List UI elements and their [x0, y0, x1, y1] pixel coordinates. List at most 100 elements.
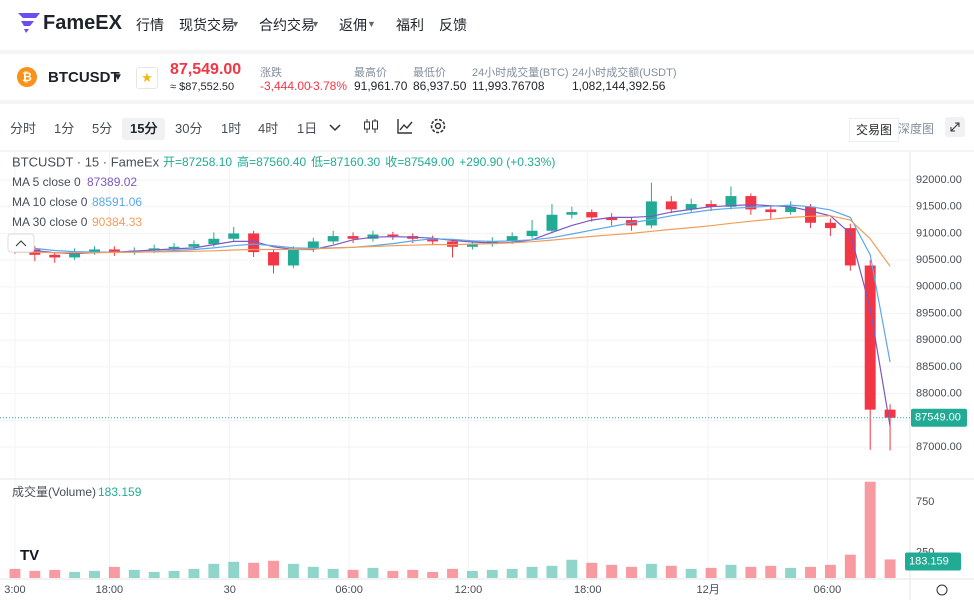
y-tick-label: 91000.00 [916, 227, 962, 239]
candle-body [566, 212, 578, 215]
symbol[interactable]: BTCUSDT [48, 69, 120, 86]
volume-bar [844, 554, 856, 578]
nav-item[interactable]: 反馈 [439, 17, 467, 33]
stat-value: 1,082,144,392.56 [572, 79, 666, 93]
volume-bar [665, 565, 677, 578]
volume-bar [486, 569, 498, 578]
view-tab[interactable]: 深度图 [898, 122, 935, 136]
candle-body [427, 238, 439, 242]
stat-label: 涨跌 [260, 67, 282, 79]
stat-value: 86,937.50 [413, 79, 467, 93]
candle-body [287, 249, 299, 266]
nav-item[interactable]: 福利 [396, 17, 424, 33]
ohlc-info: 开=87258.10 [163, 155, 232, 169]
caret: ▼ [231, 19, 240, 29]
volume-bar [785, 567, 797, 578]
stat-label: 24小时成交额(USDT) [572, 67, 677, 79]
x-tick-label: 06:00 [335, 584, 363, 596]
candle-body [725, 196, 737, 207]
settings-button[interactable] [936, 584, 948, 596]
favorite-button[interactable]: ★ [136, 67, 158, 89]
volume-bar [248, 562, 260, 578]
nav-item[interactable]: 现货交易 [179, 17, 235, 33]
volume-bar [626, 566, 637, 578]
collapse-button[interactable] [7, 233, 35, 253]
nav-item[interactable]: 合约交易 [259, 17, 315, 33]
volume-bar [864, 481, 876, 578]
volume-bar [765, 565, 777, 578]
more-intervals[interactable] [328, 120, 342, 134]
volume-bar [566, 559, 578, 578]
volume-bar [268, 560, 279, 578]
interval[interactable]: 1日 [297, 121, 318, 136]
legend-value: 87389.02 [87, 175, 137, 189]
volume-bar [447, 568, 458, 578]
candle-body [785, 206, 797, 213]
chart-title: BTCUSDT · 15 · FameEx [12, 154, 160, 169]
nav-item[interactable]: 行情 [136, 17, 164, 33]
candle-body [765, 209, 777, 213]
legend-name: MA 30 close 0 [12, 215, 88, 229]
candle-body [387, 234, 399, 237]
divider [0, 50, 974, 54]
logo[interactable]: FameEX [43, 12, 122, 34]
volume-bar [188, 568, 200, 578]
ohlc-info: 低=87160.30 [311, 155, 380, 169]
view-tab[interactable]: 交易图 [849, 118, 900, 142]
interval[interactable]: 30分 [175, 121, 203, 136]
candle-body [586, 212, 598, 218]
candle-body [546, 214, 558, 231]
svg-text:₿: ₿ [22, 70, 32, 84]
candle-body [248, 233, 260, 253]
x-tick-label: 3:00 [4, 584, 25, 596]
candle-body [685, 204, 697, 210]
interval[interactable]: 分时 [10, 121, 37, 136]
candle-body [89, 249, 100, 253]
y-tick-label: 89500.00 [916, 307, 962, 319]
candle-body [645, 201, 657, 226]
interval[interactable]: 1分 [54, 121, 75, 136]
x-tick-label: 12:00 [455, 584, 483, 596]
y-tick-label: 89000.00 [916, 334, 962, 346]
volume-bar [685, 568, 697, 578]
volume-bar [89, 570, 100, 578]
volume-bar [586, 562, 598, 578]
interval[interactable]: 1时 [221, 121, 242, 136]
candle-body [108, 249, 120, 253]
volume-bar [49, 569, 61, 578]
tv-logo: TV [20, 547, 39, 564]
volume-bar [307, 566, 319, 578]
candle-body [526, 230, 538, 237]
interval[interactable]: 5分 [92, 121, 113, 136]
last-price: 87,549.00 [170, 61, 242, 78]
volume-legend: 成交量(Volume) [12, 484, 96, 499]
settings-icon[interactable] [429, 117, 447, 135]
legend-name: MA 10 close 0 [12, 195, 88, 209]
stat-label: 24小时成交量(BTC) [472, 67, 569, 79]
volume-bar [347, 569, 359, 578]
interval-selected[interactable]: 15分 [122, 118, 166, 140]
volume-bar [805, 566, 816, 578]
volume-bar [69, 571, 81, 578]
volume-bar [387, 570, 399, 578]
indicator-icon[interactable] [396, 117, 414, 135]
candle-type-icon[interactable] [362, 117, 380, 135]
x-tick-label: 12月 [696, 584, 719, 596]
volume-tick-label: 750 [916, 496, 934, 508]
interval[interactable]: 4时 [258, 121, 279, 136]
nav-item[interactable]: 返佣 [339, 17, 367, 33]
y-tick-label: 88500.00 [916, 361, 962, 373]
volume-bar [606, 564, 618, 578]
collapse-icon [15, 240, 27, 247]
x-tick-label: 30 [224, 584, 236, 596]
candle-body [466, 244, 478, 247]
candle-body [49, 254, 61, 258]
volume-bar [645, 563, 657, 578]
fullscreen-button[interactable] [945, 117, 965, 137]
volume-bar [208, 563, 220, 578]
candle-body [228, 233, 240, 239]
volume-tag [905, 552, 961, 571]
candle-body [506, 236, 518, 242]
chart: 87000.0087500.0088000.0088500.0089000.00… [0, 152, 974, 600]
